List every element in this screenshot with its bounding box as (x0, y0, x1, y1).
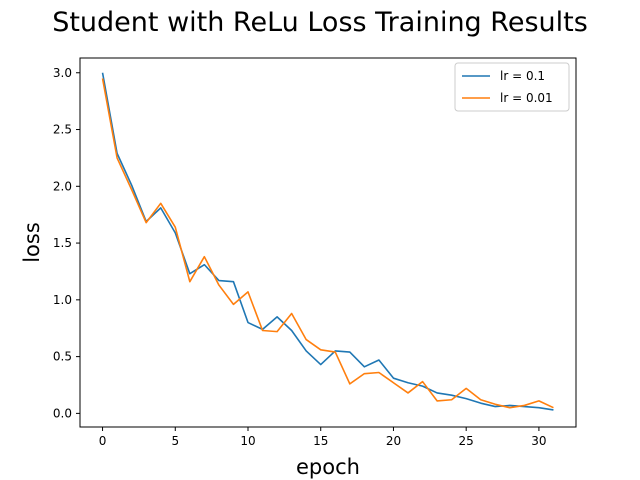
y-tick-label: 1.5 (53, 236, 72, 250)
legend: lr = 0.1 lr = 0.01 (454, 62, 570, 112)
y-tick-label: 2.5 (53, 123, 72, 137)
x-tick-label: 20 (386, 434, 401, 448)
axes-frame (79, 57, 577, 428)
series-line-1 (101, 72, 554, 411)
y-tick-label: 3.0 (53, 66, 72, 80)
series-line-2 (101, 78, 554, 409)
x-tick-label: 30 (531, 434, 546, 448)
y-tick-label: 0.5 (53, 350, 72, 364)
x-axis-label: epoch (296, 455, 360, 479)
chart-title: Student with ReLu Loss Training Results (52, 7, 588, 38)
x-axis: 0 5 10 15 20 25 30 (99, 427, 547, 448)
y-tick-label: 2.0 (53, 179, 72, 193)
y-tick-label: 0.0 (53, 406, 72, 420)
x-tick-label: 15 (313, 434, 328, 448)
y-axis-label: loss (20, 222, 44, 263)
legend-label-1: lr = 0.1 (500, 69, 545, 83)
y-tick-label: 1.0 (53, 293, 72, 307)
x-tick-label: 5 (171, 434, 179, 448)
x-tick-label: 0 (99, 434, 107, 448)
y-axis: 0.0 0.5 1.0 1.5 2.0 2.5 3.0 (53, 66, 80, 420)
x-tick-label: 10 (240, 434, 255, 448)
x-tick-label: 25 (459, 434, 474, 448)
legend-label-2: lr = 0.01 (500, 91, 553, 105)
series-layer (101, 72, 554, 411)
legend-box (454, 62, 570, 112)
